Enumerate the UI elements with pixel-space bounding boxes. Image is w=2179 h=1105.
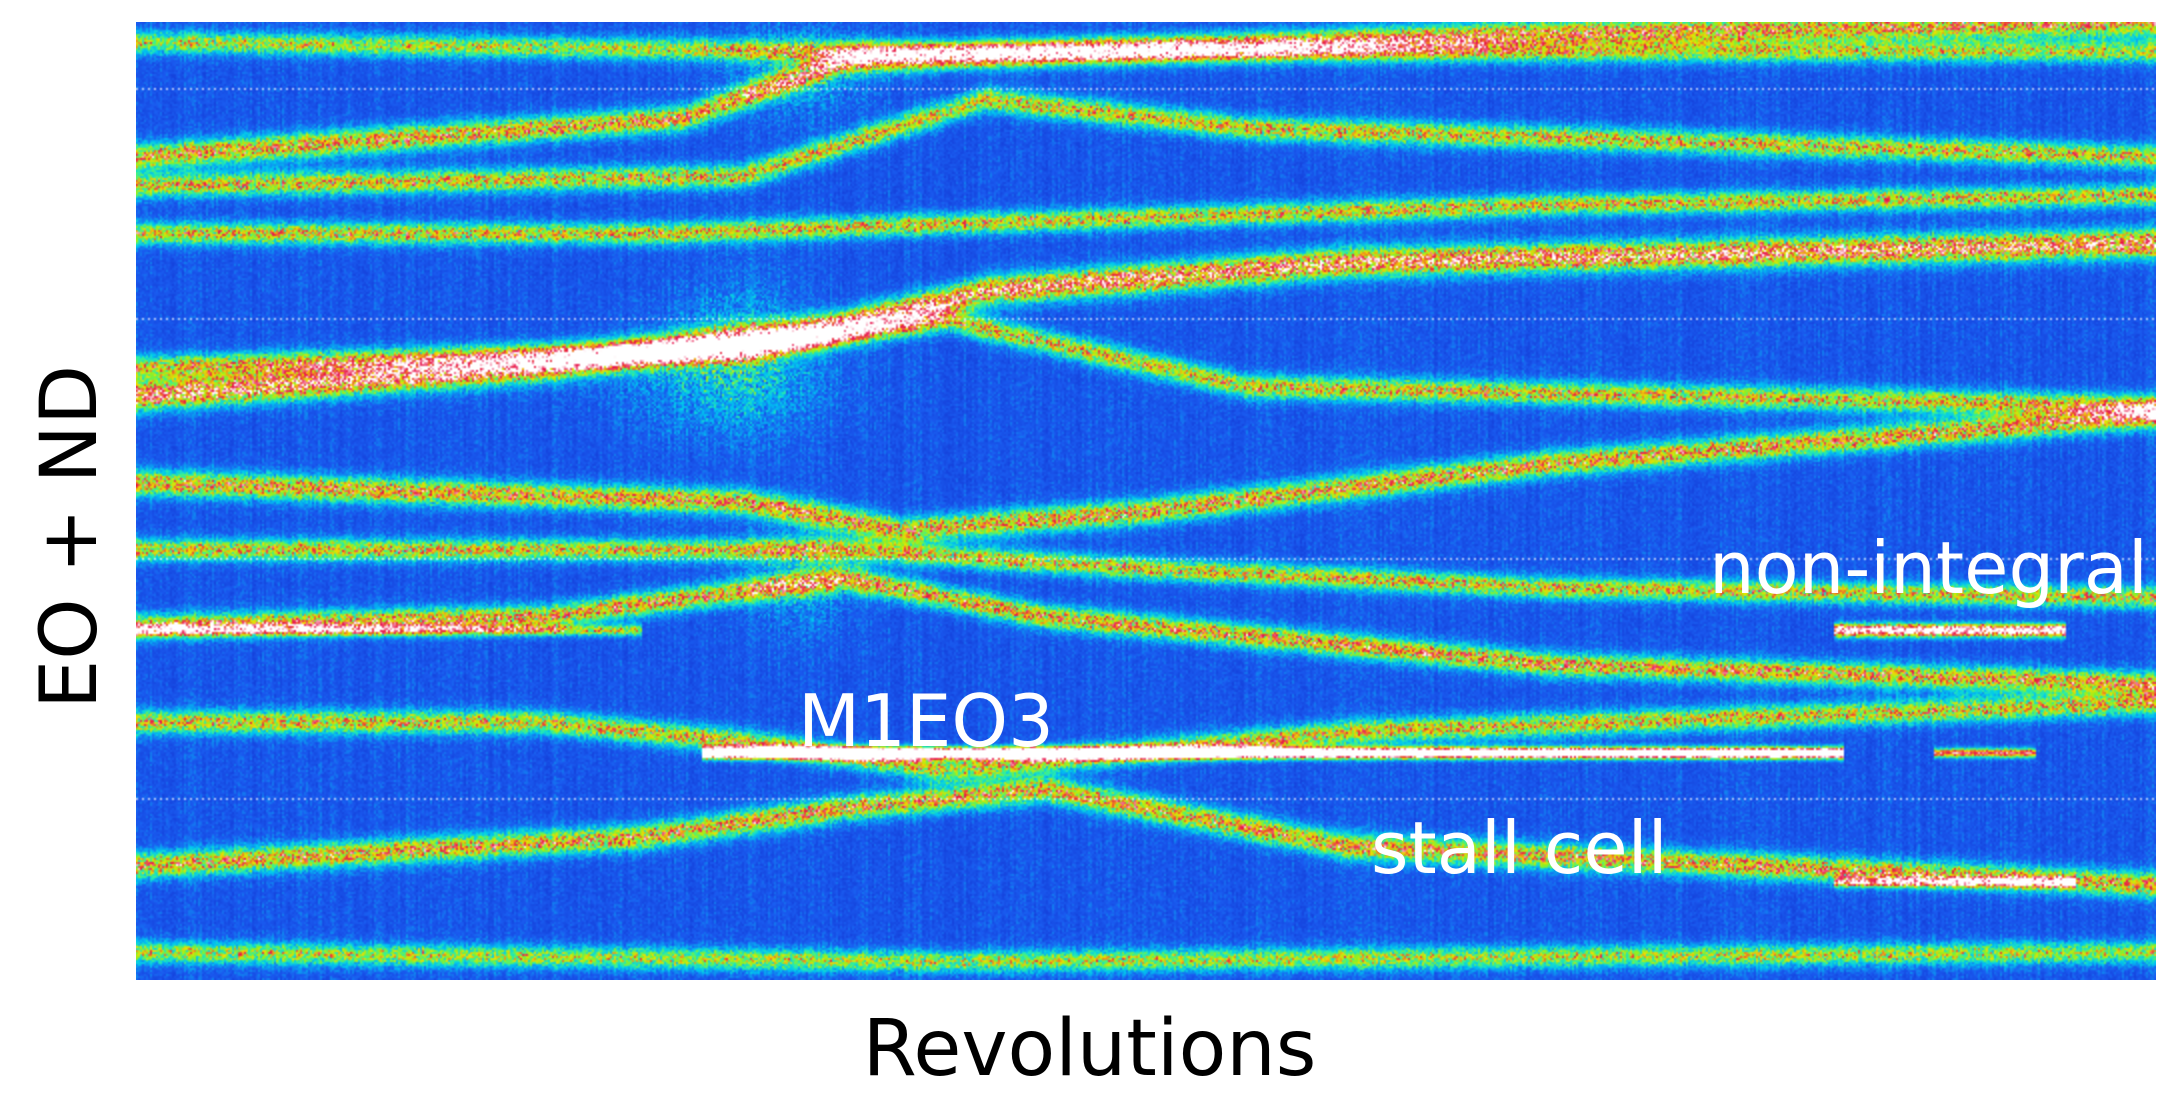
plot-area: non-integral M1EO3 stall cell [136, 22, 2156, 980]
x-axis-label: Revolutions [862, 1004, 1317, 1094]
annotation-non-integral: non-integral [1709, 526, 2148, 610]
y-axis-label: EO + ND [25, 364, 115, 710]
annotation-stall-cell: stall cell [1371, 806, 1668, 890]
annotation-m1eo3: M1EO3 [798, 679, 1054, 763]
heatmap-image [136, 22, 2156, 980]
